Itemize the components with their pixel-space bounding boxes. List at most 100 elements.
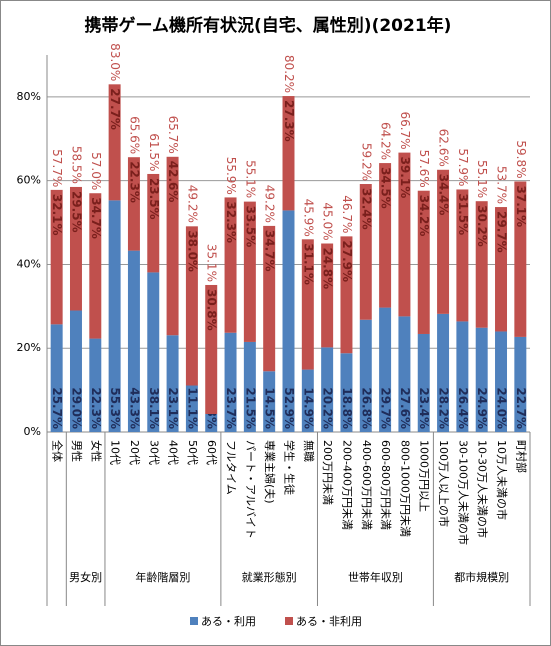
bar-segment (456, 189, 469, 322)
total-label: 80.2% (282, 55, 296, 93)
legend-label: ある・非利用 (296, 615, 362, 628)
x-tick-label: パート・アルバイト (244, 440, 257, 539)
y-tick-label: 60% (17, 174, 41, 187)
x-tick-label: 100万人以上の市 (437, 440, 451, 527)
x-tick-label: 50代 (186, 440, 199, 465)
value-label: 39.1% (398, 157, 412, 199)
bar-segment (475, 327, 488, 432)
x-tick-label: 学生・生徒 (283, 440, 297, 495)
x-tick-label: 20代 (128, 440, 141, 465)
x-tick-label: 1000万円以上 (418, 440, 431, 512)
value-label: 27.3% (282, 100, 296, 142)
bar-segment (50, 189, 63, 325)
bar-segment (69, 186, 82, 311)
value-label: 43.3% (127, 387, 141, 429)
total-label: 65.6% (127, 116, 141, 154)
bar-segment (321, 243, 334, 348)
total-label: 53.7% (495, 166, 509, 204)
total-label: 55.1% (475, 160, 489, 198)
total-label: 57.6% (417, 150, 431, 188)
value-label: 26.4% (456, 387, 470, 429)
bar-segment (243, 341, 256, 432)
value-label: 33.5% (243, 206, 257, 248)
group-label: 就業形態別 (242, 570, 297, 584)
y-tick-label: 20% (17, 341, 41, 354)
value-label: 34.7% (263, 230, 277, 272)
value-label: 31.5% (456, 193, 470, 235)
total-label: 64.2% (379, 122, 393, 160)
value-label: 11.1% (185, 387, 199, 429)
value-label: 29.0% (69, 387, 83, 429)
value-label: 20.2% (321, 387, 335, 429)
bar-segment (321, 347, 334, 432)
bar-segment (166, 335, 179, 432)
bar-segment (185, 385, 198, 432)
bar-segment (69, 310, 82, 432)
total-label: 58.5% (69, 146, 83, 184)
x-tick-label: 600-800万円未満 (379, 440, 392, 530)
value-label: 52.9% (282, 387, 296, 429)
x-tick-label: 60代 (205, 440, 218, 465)
bar-segment (340, 236, 353, 354)
total-label: 61.5% (147, 133, 161, 171)
x-tick-label: 10代 (109, 440, 122, 465)
x-tick-label: 専業主婦(夫) (263, 440, 277, 504)
bar-segment (205, 284, 218, 414)
value-label: 32.4% (359, 188, 373, 230)
bar-segment (514, 181, 527, 337)
value-label: 29.7% (379, 387, 393, 429)
value-label: 23.4% (417, 387, 431, 429)
value-label: 29.5% (69, 191, 83, 233)
value-label: 31.1% (301, 243, 315, 285)
total-label: 55.9% (224, 157, 238, 195)
total-label: 55.1% (243, 160, 257, 198)
value-label: 21.5% (243, 387, 257, 429)
value-label: 34.2% (417, 195, 431, 237)
y-tick-label: 40% (17, 257, 41, 270)
value-label: 24.9% (475, 387, 489, 429)
x-tick-label: 町村部 (514, 440, 528, 473)
value-label: 34.7% (89, 197, 103, 239)
bar-segment (398, 152, 411, 317)
value-label: 18.8% (340, 387, 354, 429)
value-label: 38.0% (185, 230, 199, 272)
bar-segment (263, 225, 276, 372)
bar-segment (379, 307, 392, 432)
total-label: 49.2% (263, 185, 277, 223)
y-tick-label: 0% (24, 425, 41, 438)
value-label: 30.2% (475, 205, 489, 247)
value-label: 29.7% (495, 211, 509, 253)
bar-segment (495, 331, 508, 432)
bar-segment (282, 210, 295, 432)
x-tick-label: 10万人未満の市 (495, 440, 509, 520)
total-label: 45.0% (321, 202, 335, 240)
legend-swatch (190, 617, 198, 625)
bar-segment (127, 157, 140, 251)
total-label: 59.8% (514, 140, 528, 178)
value-label: 14.9% (301, 387, 315, 429)
total-label: 57.0% (89, 152, 103, 190)
value-label: 27.6% (398, 387, 412, 429)
bar-segment (398, 316, 411, 432)
x-tick-label: 40代 (167, 440, 180, 465)
bar-segment (417, 333, 430, 432)
x-tick-label: 男性 (70, 440, 84, 462)
value-label: 30.8% (205, 289, 219, 331)
bar-segment (224, 197, 237, 333)
bar-segment (263, 371, 276, 432)
value-label: 23.5% (147, 178, 161, 220)
bar-segment (205, 413, 218, 432)
x-tick-label: 200-400万円未満 (340, 440, 353, 530)
value-label: 28.2% (437, 387, 451, 429)
bar-segment (185, 226, 198, 386)
bar-segment (340, 353, 353, 432)
total-label: 46.7% (340, 195, 354, 233)
value-label: 34.4% (437, 174, 451, 216)
chart-title: 携帯ゲーム機所有状況(自宅、属性別)(2021年) (85, 15, 452, 36)
bar-segment (50, 324, 63, 432)
total-label: 59.2% (359, 143, 373, 181)
group-label: 男女別 (69, 570, 102, 584)
value-label: 14.5% (263, 387, 277, 429)
value-label: 22.3% (89, 387, 103, 429)
legend-label: ある・利用 (201, 615, 256, 628)
